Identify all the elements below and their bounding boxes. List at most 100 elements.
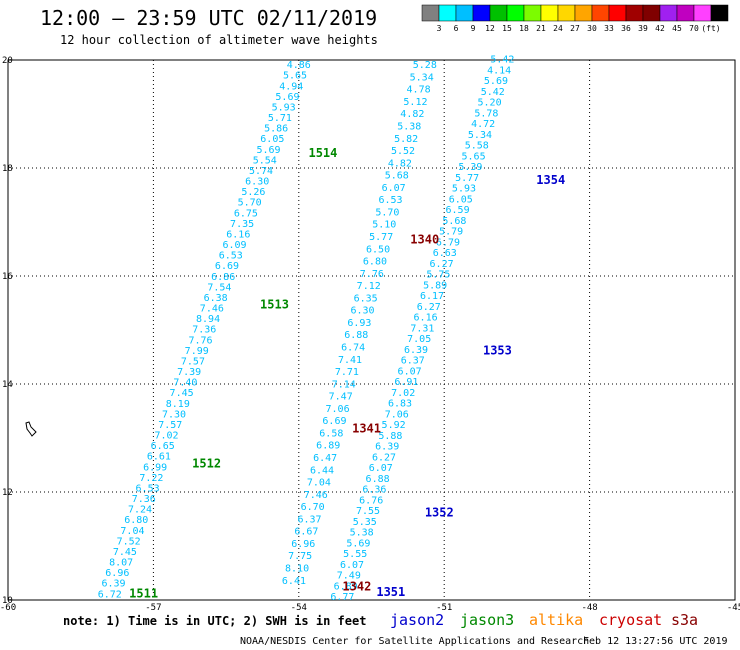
wave-height-value: 6.67 — [294, 527, 318, 538]
wave-height-value: 6.80 — [363, 257, 387, 268]
wave-height-value: 7.36 — [132, 494, 156, 505]
color-scale-label: 6 — [454, 24, 459, 33]
color-scale-label: 36 — [621, 24, 631, 33]
pass-label: 1353 — [483, 343, 512, 357]
wave-height-value: 6.07 — [340, 560, 364, 571]
wave-height-value: 7.57 — [158, 420, 182, 431]
wave-height-value: 6.63 — [433, 248, 457, 259]
pass-labels: 1511 1512 1513 1514 1340 1341 1342 1351 1352 1353… — [129, 146, 565, 600]
wave-height-value: 5.75 — [426, 270, 450, 281]
wave-height-value: 5.69 — [484, 76, 508, 87]
pass-label: 1354 — [536, 173, 565, 187]
wave-height-value: 5.89 — [423, 280, 447, 291]
wave-height-value: 6.17 — [420, 291, 444, 302]
wave-height-value: 4.86 — [287, 60, 311, 71]
wave-height-value: 6.59 — [446, 205, 470, 216]
color-swatch — [540, 4, 559, 22]
wave-height-value: 6.96 — [291, 539, 315, 550]
x-tick-label: -48 — [581, 603, 597, 613]
color-swatch — [642, 4, 661, 22]
wave-height-value: 7.22 — [139, 473, 163, 484]
wave-height-value: 5.42 — [481, 87, 505, 98]
wave-height-value: 6.50 — [366, 244, 390, 255]
satellite-legend: jason2 jason3 altika cryosat s3a — [390, 611, 698, 629]
wave-height-value: 5.69 — [346, 538, 370, 549]
wave-height-value: 5.65 — [283, 71, 307, 82]
credit-text: NOAA/NESDIS Center for Satellite Applica… — [240, 636, 589, 647]
footnote: note: 1) Time is in UTC; 2) SWH is in fe… — [63, 614, 366, 628]
wave-height-value: 6.74 — [341, 343, 365, 354]
wave-height-value: 5.58 — [465, 141, 489, 152]
x-tick-label: -57 — [145, 603, 161, 613]
wave-height-value: 7.14 — [332, 379, 356, 390]
wave-height-value: 6.89 — [316, 441, 340, 452]
wave-height-value: 6.27 — [417, 302, 441, 313]
wave-height-value: 6.36 — [362, 485, 386, 496]
wave-height-value: 7.52 — [117, 536, 141, 547]
color-scale-label: 27 — [570, 24, 580, 33]
wave-height-value: 5.86 — [264, 124, 288, 135]
pass-label: 1512 — [192, 457, 221, 471]
wave-height-value: 5.55 — [343, 549, 367, 560]
wave-height-value: 6.83 — [388, 399, 412, 410]
wave-height-value: 5.77 — [369, 232, 393, 243]
wave-height-value: 7.55 — [356, 506, 380, 517]
color-scale-label: 33 — [604, 24, 614, 33]
y-tick-label: 14 — [2, 380, 13, 390]
color-swatch — [710, 4, 729, 22]
color-scale-legend: 3 6 9 12 15 18 21 24 27 30 33 36 39 42 45 70 (ft) — [421, 4, 729, 33]
wave-height-value: 6.41 — [282, 576, 306, 587]
pass-label: 1342 — [342, 579, 371, 593]
wave-height-value: 6.53 — [378, 195, 402, 206]
wave-height-value: 6.44 — [310, 465, 334, 476]
wave-height-value: 5.93 — [452, 184, 476, 195]
wave-height-value: 6.96 — [105, 568, 129, 579]
wave-height-value: 6.47 — [313, 453, 337, 464]
wave-height-value: 5.93 — [272, 102, 296, 113]
wave-height-value: 6.89 — [334, 581, 358, 592]
wave-height-value: 4.82 — [400, 109, 424, 120]
wave-height-value: 6.53 — [219, 251, 243, 262]
wave-height-value: 4.82 — [388, 158, 412, 169]
wave-height-value: 5.74 — [249, 166, 273, 177]
wave-height-value: 5.26 — [241, 187, 265, 198]
satellite-name: s3a — [671, 611, 698, 629]
wave-height-value: 5.79 — [439, 227, 463, 238]
pass-label: 1513 — [260, 297, 289, 311]
wave-height-value: 7.04 — [120, 526, 144, 537]
wave-height-value: 7.46 — [304, 490, 328, 501]
wave-height-value: 7.12 — [357, 281, 381, 292]
wave-height-value: 5.70 — [238, 198, 262, 209]
pass-label: 1514 — [308, 146, 337, 160]
wave-height-value: 5.35 — [353, 517, 377, 528]
wave-height-value: 6.38 — [204, 293, 228, 304]
x-tick-label: -60 — [0, 603, 16, 613]
wave-height-value: 4.72 — [471, 119, 495, 130]
wave-height-value: 5.78 — [474, 108, 498, 119]
color-swatch — [472, 4, 491, 22]
wave-height-value: 6.86 — [211, 272, 235, 283]
wave-height-value: 5.70 — [375, 207, 399, 218]
island-outline — [25, 421, 37, 437]
color-swatch — [438, 4, 457, 22]
wave-height-value: 8.07 — [109, 558, 133, 569]
wave-height-value: 6.58 — [319, 428, 343, 439]
color-swatch — [693, 4, 712, 22]
wave-height-value: 6.07 — [398, 366, 422, 377]
color-scale-label: 42 — [655, 24, 665, 33]
plot-frame — [7, 59, 736, 601]
wave-height-value: 6.93 — [347, 318, 371, 329]
wave-height-value: 8.19 — [166, 399, 190, 410]
color-swatch — [574, 4, 593, 22]
wave-height-value: 6.27 — [430, 259, 454, 270]
wave-height-value: 5.82 — [394, 134, 418, 145]
wave-height-value: 6.70 — [301, 502, 325, 513]
pass-label: 1340 — [410, 233, 439, 247]
y-tick-label: 18 — [2, 164, 13, 174]
satellite-name: cryosat — [599, 611, 662, 629]
color-swatch — [489, 4, 508, 22]
color-scale-label: 9 — [471, 24, 476, 33]
wave-height-value: 7.24 — [128, 505, 152, 516]
wave-height-value: 7.02 — [154, 431, 178, 442]
